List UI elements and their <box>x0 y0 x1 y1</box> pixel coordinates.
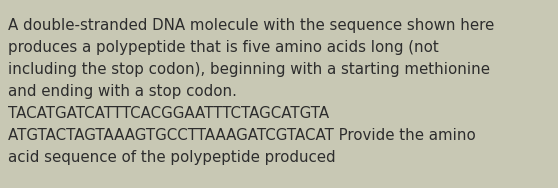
Text: and ending with a stop codon.: and ending with a stop codon. <box>8 84 237 99</box>
Text: acid sequence of the polypeptide produced: acid sequence of the polypeptide produce… <box>8 150 335 165</box>
Text: TACATGATCATTTCACGGAATTTCTAGCATGTA: TACATGATCATTTCACGGAATTTCTAGCATGTA <box>8 106 329 121</box>
Text: produces a polypeptide that is five amino acids long (not: produces a polypeptide that is five amin… <box>8 40 439 55</box>
Text: including the stop codon), beginning with a starting methionine: including the stop codon), beginning wit… <box>8 62 490 77</box>
Text: A double-stranded DNA molecule with the sequence shown here: A double-stranded DNA molecule with the … <box>8 18 494 33</box>
Text: ATGTACTAGTAAAGTGCCTTAAAGATCGTACAT Provide the amino: ATGTACTAGTAAAGTGCCTTAAAGATCGTACAT Provid… <box>8 128 476 143</box>
